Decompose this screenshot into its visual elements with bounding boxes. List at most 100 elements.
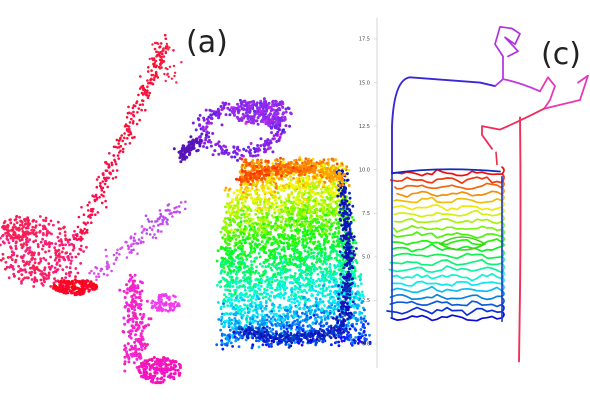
scatter-point	[244, 338, 248, 342]
scatter-point	[333, 264, 336, 267]
scatter-point	[153, 366, 157, 370]
scatter-point	[156, 230, 160, 233]
scatter-point	[125, 128, 129, 131]
scatter-point	[346, 324, 350, 328]
scatter-point	[114, 258, 118, 262]
scatter-point	[39, 259, 43, 263]
scatter-point	[146, 218, 150, 221]
scatter-point	[162, 55, 166, 58]
scatter-point	[305, 315, 309, 319]
scatter-point	[102, 194, 105, 198]
scatter-point	[251, 107, 255, 111]
scatter-point	[127, 318, 131, 322]
scatter-point	[275, 286, 279, 289]
scatter-point	[166, 309, 170, 313]
scatter-point	[327, 184, 331, 188]
scatter-point	[270, 214, 274, 217]
scatter-point	[279, 199, 283, 203]
scatter-point	[264, 121, 268, 125]
scatter-point	[145, 299, 149, 303]
scatter-point	[60, 277, 64, 280]
scatter-point	[137, 93, 140, 97]
scatter-point	[9, 265, 13, 268]
scatter-point	[327, 220, 331, 224]
scatter-point	[130, 275, 134, 279]
scatter-point	[166, 222, 169, 226]
scatter-point	[131, 279, 135, 283]
scatter-point	[323, 241, 327, 244]
scatter-point	[125, 283, 129, 287]
scatter-point	[106, 273, 109, 277]
scatter-point	[132, 236, 136, 240]
scatter-point	[230, 312, 233, 315]
scatter-point	[68, 272, 71, 275]
scatter-point	[257, 188, 261, 192]
scatter-point	[286, 330, 290, 334]
scatter-point	[54, 253, 58, 257]
scatter-point	[123, 348, 127, 352]
scatter-point	[41, 237, 44, 241]
scatter-point	[272, 134, 276, 138]
scatter-point	[130, 286, 134, 290]
scatter-point	[161, 52, 164, 56]
scatter-point	[116, 248, 119, 252]
scatter-point	[279, 323, 283, 327]
scatter-point	[32, 240, 35, 244]
scatter-point	[268, 326, 272, 330]
scatter-point	[123, 132, 126, 135]
scatter-point	[309, 232, 312, 236]
scatter-point	[123, 305, 127, 308]
scatter-point	[35, 278, 38, 282]
scatter-point	[15, 221, 19, 225]
scatter-point	[281, 217, 285, 221]
scatter-point	[227, 102, 231, 106]
scatter-point	[43, 266, 47, 270]
scatter-point	[243, 273, 247, 277]
scatter-point	[156, 358, 160, 362]
scatter-point	[14, 247, 18, 251]
scatter-point	[144, 363, 148, 367]
scatter-point	[298, 281, 302, 285]
scatter-point	[153, 371, 157, 375]
scatter-point	[133, 344, 137, 348]
scatter-point	[254, 269, 258, 273]
scatter-point	[69, 262, 73, 265]
scatter-point	[259, 247, 263, 250]
scatter-point	[219, 279, 223, 283]
scatter-point	[77, 215, 81, 219]
scatter-point	[142, 312, 146, 316]
scatter-point	[292, 183, 295, 187]
scatter-point	[5, 234, 9, 238]
scatter-point	[251, 314, 255, 317]
scatter-point	[24, 241, 28, 244]
scatter-point	[228, 108, 232, 112]
scatter-point	[166, 363, 170, 367]
scatter-point	[239, 188, 243, 192]
scatter-point	[297, 198, 300, 201]
scatter-point	[263, 150, 266, 154]
scatter-point	[141, 99, 144, 102]
scatter-point	[47, 262, 51, 265]
scatter-point	[284, 205, 287, 209]
scatter-point	[223, 217, 227, 220]
scatter-point	[210, 113, 213, 117]
scatter-point	[198, 135, 202, 138]
scatter-point	[231, 281, 235, 285]
scatter-point	[279, 204, 283, 208]
scatter-point	[254, 308, 258, 311]
scatter-point	[290, 255, 293, 259]
scatter-point	[127, 309, 131, 313]
scatter-point	[145, 376, 149, 380]
scatter-point	[132, 239, 136, 242]
scatter-point	[320, 292, 324, 295]
scatter-point	[330, 188, 333, 191]
scatter-point	[88, 214, 91, 217]
scatter-point	[293, 234, 297, 238]
scatter-point	[335, 252, 339, 256]
scatter-point	[11, 236, 15, 240]
scatter-point	[154, 72, 158, 75]
scatter-point	[245, 317, 248, 320]
scatter-point	[128, 142, 132, 145]
scatter-point	[234, 248, 238, 252]
scatter-point	[14, 218, 18, 221]
